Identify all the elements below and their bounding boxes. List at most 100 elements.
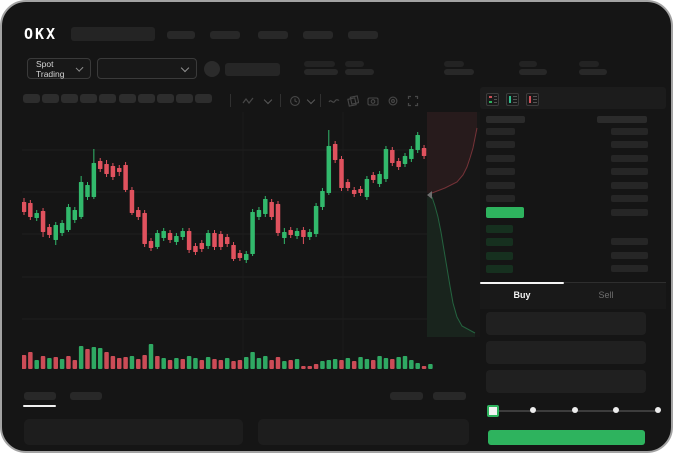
volume-bar [383,358,389,369]
candle [212,233,217,247]
pair-name-skeleton [225,63,280,76]
ask-amount-skeleton [611,128,648,135]
last-price-amount-skeleton [611,209,648,216]
candle [282,232,287,238]
bottom-action-skeleton[interactable] [433,392,466,400]
nav-item-skeleton[interactable] [167,31,195,39]
nav-item-skeleton[interactable] [303,31,333,39]
volume-bar [409,360,414,369]
volume-bar [320,361,325,369]
buy-submit-button[interactable] [488,430,645,445]
market-type-dropdown[interactable]: Spot Trading [27,58,91,79]
okx-logo[interactable]: OKX [24,25,58,43]
slider-stop-dot[interactable] [613,407,620,413]
timeframe-button-skeleton[interactable] [138,94,155,103]
timeframe-button-skeleton[interactable] [157,94,174,103]
candle [123,165,128,190]
candle [59,223,65,233]
chevron-down-icon[interactable] [306,95,316,105]
orderbook-view-both-icon[interactable] [486,93,499,106]
bottom-action-skeleton[interactable] [390,392,423,400]
candle [351,190,357,194]
pair-selector-dropdown[interactable] [97,58,197,79]
chevron-down-icon[interactable] [263,95,273,105]
candlestick-chart[interactable] [22,112,434,370]
bottom-tab-skeleton[interactable] [70,392,102,400]
volume-bar [117,358,122,369]
ticker-stat-label-skeleton [444,61,464,67]
ask-amount-skeleton [611,181,648,189]
candle [396,161,401,167]
timeframe-button-skeleton[interactable] [23,94,40,103]
timeframe-button-skeleton[interactable] [61,94,78,103]
tab-buy[interactable]: Buy [513,290,531,300]
volume-bar [250,352,255,369]
candle [332,144,338,160]
volume-bar [313,364,319,369]
timeframe-button-skeleton[interactable] [99,94,116,103]
candle [250,212,255,254]
slider-stop-dot[interactable] [655,407,661,413]
bottom-tab-skeleton[interactable] [24,392,56,400]
amount-slider-handle[interactable] [487,405,499,417]
candle [269,202,274,217]
bid-price-skeleton [486,265,513,274]
slider-stop-dot[interactable] [529,407,536,413]
nav-item-skeleton[interactable] [348,31,378,39]
volume-bar [339,360,344,369]
volume-bar [237,360,243,369]
candle [186,231,192,250]
volume-bar [377,356,382,369]
candle [402,156,408,164]
nav-item-skeleton[interactable] [210,31,240,39]
search-bar-skeleton[interactable] [71,27,155,41]
volume-bar [402,356,408,369]
volume-bar [59,359,65,369]
orderbook-view-asks-icon[interactable] [526,93,539,106]
volume-bar [180,359,185,369]
price-field-skeleton[interactable] [486,312,646,335]
volume-bar [167,360,173,369]
candle [174,236,179,242]
candle [167,233,173,240]
fullscreen-icon[interactable] [407,95,419,107]
candle [34,213,39,218]
ticker-stat-value-skeleton [345,69,374,75]
volume-bar [22,355,27,369]
camera-snapshot-icon[interactable] [367,95,379,107]
slider-stop-dot[interactable] [571,407,578,413]
ticker-stat-label-skeleton [519,61,537,67]
bid-price-skeleton [486,225,513,233]
nav-item-skeleton[interactable] [258,31,288,39]
timeframe-button-skeleton[interactable] [42,94,59,103]
volume-bar [282,361,287,369]
candle-style-icon[interactable] [242,95,254,107]
volume-bar [218,360,224,369]
interval-clock-icon[interactable] [289,95,301,107]
candle [294,231,300,236]
compare-layers-icon[interactable] [347,95,359,107]
ask-price-skeleton [486,128,515,135]
ticker-stat-value-skeleton [519,69,547,75]
total-field-skeleton[interactable] [486,370,646,393]
candle [364,179,370,197]
candle [205,233,211,246]
settings-gear-icon[interactable] [387,95,399,107]
timeframe-button-skeleton[interactable] [176,94,193,103]
candle [22,202,27,212]
candle [345,182,351,188]
orders-panel-skeleton [24,419,243,445]
timeframe-button-skeleton[interactable] [119,94,136,103]
timeframe-button-skeleton[interactable] [195,94,212,103]
volume-bar [205,357,211,369]
orderbook-view-bids-icon[interactable] [506,93,519,106]
candle [72,210,78,220]
timeframe-button-skeleton[interactable] [80,94,97,103]
candle [85,185,90,197]
tab-sell[interactable]: Sell [598,290,614,300]
candle [129,190,135,213]
indicator-icon[interactable] [328,95,340,107]
amount-field-skeleton[interactable] [486,341,646,364]
candle [148,241,154,248]
candle [256,210,262,217]
